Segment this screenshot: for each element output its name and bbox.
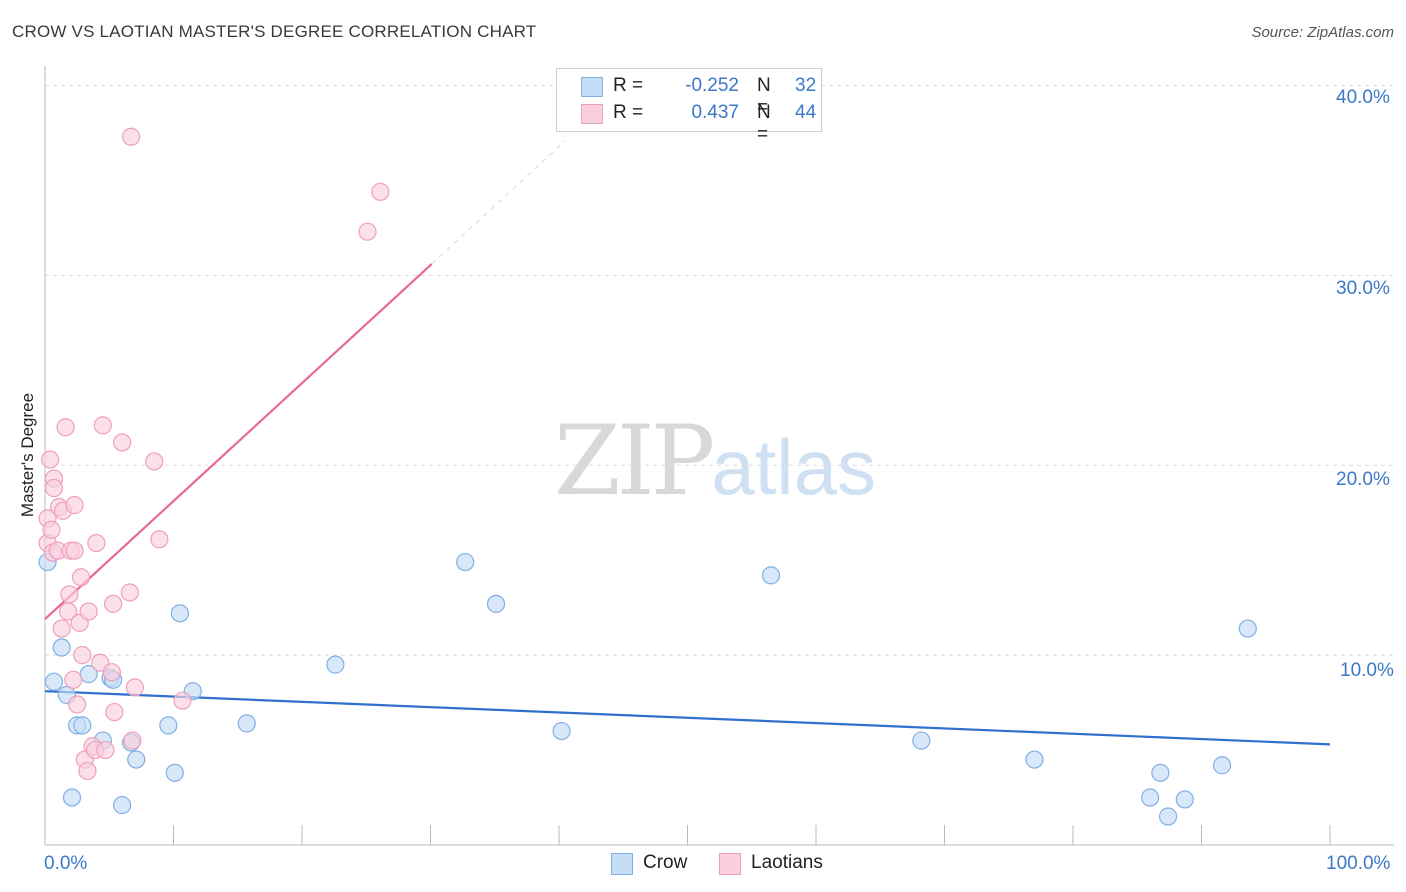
point-crow (170, 604, 190, 623)
point-laotians (79, 602, 98, 621)
point-crow (326, 655, 345, 674)
source-label: Source: ZipAtlas.com (1251, 24, 1394, 41)
point-laotians (41, 450, 60, 469)
legend-label: Laotians (751, 852, 823, 873)
point-laotians (65, 541, 84, 560)
point-crow (552, 721, 571, 741)
point-crow (127, 750, 146, 769)
watermark-zip: ZIP (554, 405, 715, 517)
r-value: 0.437 (691, 102, 739, 123)
point-crow (1151, 763, 1170, 782)
point-crow (159, 716, 178, 735)
y-tick-label: 20.0% (1336, 469, 1390, 490)
point-crow (1025, 750, 1044, 769)
point-laotians (65, 496, 84, 515)
point-crow (1238, 619, 1257, 638)
data-points (38, 127, 1257, 826)
r-value: -0.252 (685, 75, 739, 96)
legend-label: Crow (643, 852, 688, 873)
y-tick-label: 10.0% (1340, 660, 1394, 681)
point-crow (1140, 788, 1160, 807)
trend-line-crow (44, 690, 1331, 746)
n-label: N = (757, 102, 771, 145)
point-crow (62, 788, 82, 807)
watermark: ZIPatlas (554, 405, 876, 517)
point-crow (486, 594, 506, 613)
point-crow (112, 796, 132, 815)
point-laotians (120, 583, 139, 602)
point-crow (761, 566, 781, 585)
y-axis-label: Master's Degree (18, 392, 37, 518)
point-crow (165, 763, 184, 782)
point-laotians (93, 416, 112, 435)
point-laotians (112, 433, 132, 452)
point-laotians (125, 678, 145, 697)
point-laotians (150, 530, 169, 549)
point-laotians (56, 418, 75, 437)
point-crow (912, 731, 931, 750)
point-laotians (123, 731, 142, 750)
point-laotians (105, 702, 124, 722)
point-laotians (64, 670, 83, 689)
laotians-swatch (581, 104, 603, 124)
point-crow (1212, 756, 1232, 775)
point-crow (44, 672, 64, 691)
gridlines (45, 84, 1394, 656)
r-label: R = (613, 75, 644, 96)
trend-lines (44, 140, 1331, 746)
point-laotians (71, 568, 91, 587)
point-laotians (173, 691, 192, 710)
n-label: N = (757, 75, 771, 118)
n-value: 44 (795, 102, 817, 123)
point-laotians (371, 182, 390, 201)
point-laotians (78, 761, 97, 781)
point-laotians (52, 619, 71, 638)
y-tick-label: 40.0% (1336, 87, 1390, 108)
chart-title: CROW VS LAOTIAN MASTER'S DEGREE CORRELAT… (12, 22, 537, 41)
point-crow (237, 714, 256, 733)
point-laotians (60, 585, 79, 604)
point-laotians (145, 452, 164, 471)
y-tick-label: 30.0% (1336, 278, 1390, 299)
point-laotians (104, 594, 123, 613)
point-laotians (358, 222, 377, 241)
point-laotians (73, 646, 92, 665)
point-crow (456, 552, 475, 572)
point-crow (73, 716, 92, 735)
x-tick-label-min: 0.0% (44, 853, 88, 874)
r-label: R = (613, 102, 644, 123)
point-laotians (87, 533, 106, 553)
point-laotians (96, 740, 115, 760)
point-crow (1158, 807, 1178, 826)
n-value: 32 (795, 75, 817, 96)
point-laotians (68, 695, 87, 714)
point-laotians (102, 663, 121, 682)
trend-line-laotians (44, 263, 433, 620)
watermark-atlas: atlas (711, 423, 876, 511)
stats-legend: R = -0.252 N = 32 R = 0.437 N = 44 (556, 68, 822, 145)
crow-swatch (611, 853, 633, 875)
x-tick-label-max: 100.0% (1326, 853, 1391, 874)
point-laotians (42, 520, 61, 539)
point-laotians (44, 478, 64, 498)
point-laotians (121, 127, 141, 146)
point-crow (52, 638, 71, 657)
trend-extension-laotians (431, 140, 566, 265)
laotians-swatch (719, 853, 741, 875)
crow-swatch (581, 77, 603, 97)
point-crow (1175, 790, 1194, 809)
